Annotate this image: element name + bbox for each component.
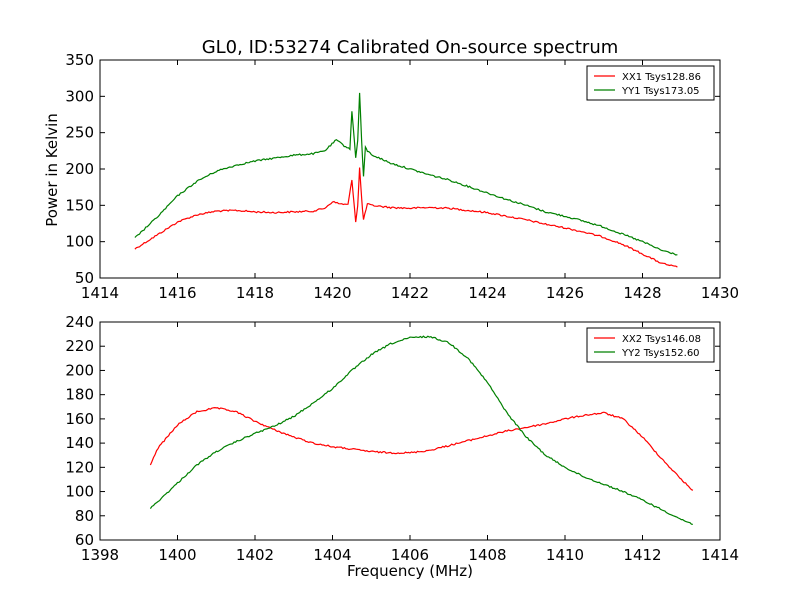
x-axis-label: Frequency (MHz)	[347, 562, 473, 580]
y-tick-label: 140	[65, 434, 94, 452]
legend-box	[586, 65, 715, 101]
y-tick-label: 240	[65, 313, 94, 331]
x-tick-label: 1424	[468, 284, 506, 302]
x-tick-label: 1418	[236, 284, 274, 302]
x-tick-label: 1428	[623, 284, 661, 302]
y-tick-label: 300	[65, 87, 94, 105]
x-tick-label: 1414	[701, 546, 739, 564]
y-tick-label: 100	[65, 483, 94, 501]
legend-box	[586, 327, 715, 363]
legend-entry: XX1 Tsys128.86	[622, 72, 701, 83]
y-axis-label-top: Power in Kelvin	[43, 113, 61, 227]
bottom-plot: 1398 1400 1402 1404 1406 1408 1410 1412 1414 60 80…	[65, 313, 739, 564]
y-tick-label: 120	[65, 458, 94, 476]
y-tick-label: 250	[65, 124, 94, 142]
x-tick-label: 1402	[236, 546, 274, 564]
series-line-yy	[134, 92, 678, 256]
x-tick-label: 1404	[313, 546, 351, 564]
legend: XX2 Tsys146.08 YY2 Tsys152.60	[586, 327, 715, 363]
legend: XX1 Tsys128.86 YY1 Tsys173.05	[586, 65, 715, 101]
x-tick-label: 1406	[391, 546, 429, 564]
x-tick-label: 1398	[81, 546, 119, 564]
figure-title: GL0, ID:53274 Calibrated On-source spect…	[202, 37, 619, 58]
x-tick-label: 1408	[468, 546, 506, 564]
y-tick-label: 50	[75, 269, 94, 287]
x-tick-label: 1422	[391, 284, 429, 302]
legend-entry: XX2 Tsys146.08	[622, 334, 701, 345]
x-tick-label: 1414	[81, 284, 119, 302]
top-plot: 1414 1416 1418 1420 1422 1424 1426 1428 1430 50 10…	[65, 51, 739, 302]
series-line-xx	[149, 406, 694, 491]
y-tick-label: 80	[75, 507, 94, 525]
y-tick-label: 160	[65, 410, 94, 428]
y-tick-label: 180	[65, 386, 94, 404]
y-tick-label: 220	[65, 337, 94, 355]
y-tick-label: 200	[65, 361, 94, 379]
y-tick-label: 100	[65, 233, 94, 251]
y-tick-label: 150	[65, 196, 94, 214]
series-line-yy	[149, 335, 693, 525]
x-tick-label: 1412	[623, 546, 661, 564]
legend-entry: YY1 Tsys173.05	[621, 86, 700, 97]
y-tick-label: 350	[65, 51, 94, 69]
x-tick-label: 1430	[701, 284, 739, 302]
series-line-xx	[134, 167, 678, 268]
x-tick-label: 1416	[158, 284, 196, 302]
x-tick-label: 1426	[546, 284, 584, 302]
x-tick-label: 1410	[546, 546, 584, 564]
y-tick-label: 200	[65, 160, 94, 178]
x-tick-label: 1420	[313, 284, 351, 302]
y-tick-label: 60	[75, 531, 94, 549]
legend-entry: YY2 Tsys152.60	[621, 348, 700, 359]
x-tick-label: 1400	[158, 546, 196, 564]
